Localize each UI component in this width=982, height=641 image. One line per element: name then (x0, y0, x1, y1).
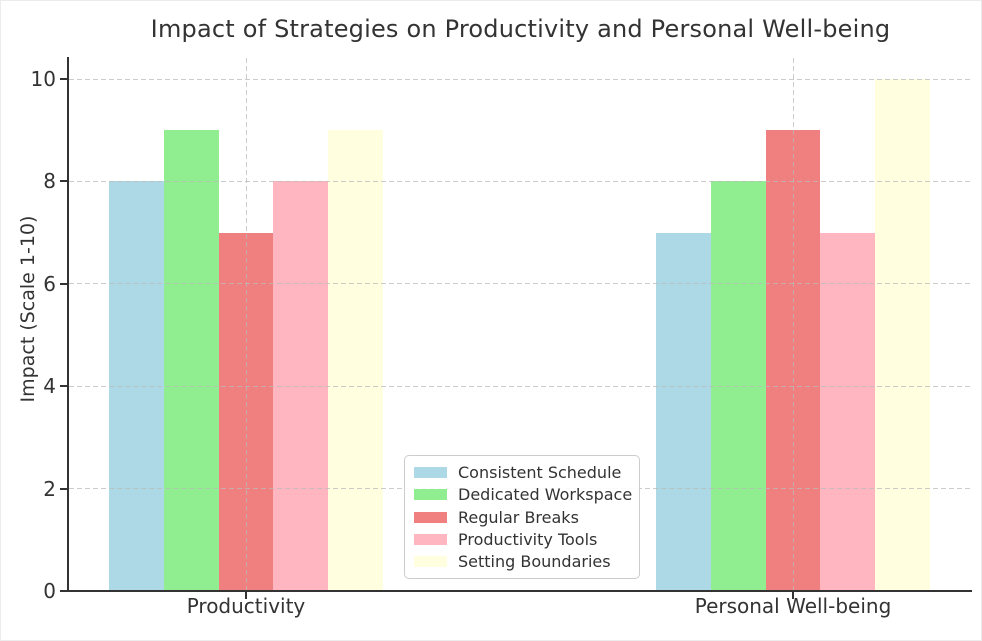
legend-swatch-dedicated-workspace (414, 489, 447, 501)
legend-item-regular-breaks: Regular Breaks (414, 507, 633, 528)
gridline-y-10 (69, 78, 972, 80)
legend-swatch-setting-boundaries (414, 556, 447, 567)
gridline-y-6 (69, 283, 972, 285)
legend-swatch-regular-breaks (414, 511, 447, 523)
bar-consistent-schedule-personal-well-being (656, 232, 711, 591)
y-tick-0 (60, 590, 67, 592)
y-axis-spine (67, 57, 69, 591)
legend-label-setting-boundaries: Setting Boundaries (458, 552, 611, 571)
x-tick-label-personal-well-being: Personal Well-being (694, 594, 892, 618)
y-axis-label: Impact (Scale 1-10) (17, 215, 39, 403)
y-tick-label-8: 8 (43, 169, 56, 194)
y-tick-label-10: 10 (30, 66, 56, 91)
legend-label-consistent-schedule: Consistent Schedule (458, 463, 622, 482)
bar-regular-breaks-personal-well-being (765, 130, 821, 591)
bar-productivity-tools-personal-well-being (820, 232, 876, 591)
legend-item-dedicated-workspace: Dedicated Workspace (414, 484, 633, 505)
y-tick-label-0: 0 (43, 579, 56, 603)
gridline-y-8 (69, 180, 972, 182)
legend-item-productivity-tools: Productivity Tools (414, 529, 633, 550)
y-tick-6 (60, 282, 67, 285)
legend-item-consistent-schedule: Consistent Schedule (414, 462, 633, 483)
y-tick-8 (60, 180, 67, 183)
bar-setting-boundaries-productivity (328, 130, 383, 591)
x-tick-productivity (245, 591, 247, 599)
bar-setting-boundaries-personal-well-being (875, 79, 930, 591)
y-tick-4 (60, 385, 67, 388)
axes (69, 58, 972, 591)
gridline-x-productivity (246, 58, 247, 591)
legend: Consistent Schedule Dedicated Workspace Re… (404, 455, 640, 579)
chart-title: Impact of Strategies on Productivity and… (150, 15, 891, 43)
legend-swatch-productivity-tools (414, 533, 447, 545)
legend-swatch-consistent-schedule (414, 467, 447, 478)
legend-label-productivity-tools: Productivity Tools (458, 529, 598, 549)
y-tick-label-4: 4 (43, 374, 56, 399)
gridline-y-4 (69, 385, 972, 387)
x-tick-personal-well-being (792, 591, 794, 599)
legend-label-dedicated-workspace: Dedicated Workspace (458, 485, 633, 505)
gridline-x-personal-well-being (793, 58, 794, 591)
legend-item-setting-boundaries: Setting Boundaries (414, 551, 633, 572)
bar-dedicated-workspace-productivity (163, 130, 219, 591)
x-axis-spine (67, 590, 972, 592)
y-tick-10 (60, 77, 67, 80)
bar-regular-breaks-productivity (218, 232, 274, 591)
legend-label-regular-breaks: Regular Breaks (458, 507, 579, 527)
x-tick-label-productivity: Productivity (186, 594, 306, 618)
y-tick-label-6: 6 (43, 271, 56, 296)
y-tick-2 (60, 487, 67, 490)
y-tick-label-2: 2 (43, 476, 56, 501)
